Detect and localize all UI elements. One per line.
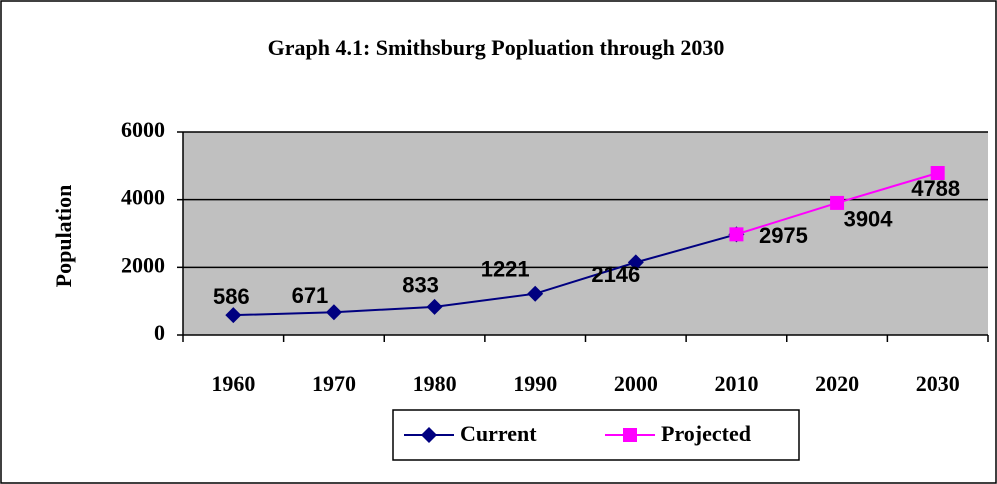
legend-label: Projected [661, 421, 751, 446]
marker [729, 227, 744, 242]
y-axis-label: Population [51, 185, 76, 288]
x-tick-label: 1990 [513, 371, 557, 396]
marker [325, 304, 342, 321]
series-line [233, 233, 737, 317]
data-label: 833 [402, 273, 439, 298]
x-tick-label: 2000 [614, 371, 658, 396]
plot-area [183, 132, 988, 335]
y-tick-label: 0 [154, 320, 165, 345]
marker [527, 285, 544, 302]
marker [627, 254, 644, 271]
marker [623, 428, 637, 442]
legend-label: Current [460, 421, 537, 446]
chart-title: Graph 4.1: Smithsburg Popluation through… [268, 35, 725, 60]
x-tick-label: 2030 [916, 371, 960, 396]
data-label: 4788 [911, 176, 960, 201]
x-tick-label: 2020 [815, 371, 859, 396]
marker [225, 307, 242, 324]
x-tick-label: 2010 [714, 371, 758, 396]
y-tick-label: 6000 [121, 117, 165, 142]
data-label: 2146 [591, 262, 640, 287]
data-label: 1221 [481, 257, 530, 282]
x-tick-label: 1960 [211, 371, 255, 396]
data-label: 2975 [759, 223, 808, 248]
y-tick-label: 4000 [121, 185, 165, 210]
marker [830, 195, 845, 210]
marker [421, 427, 437, 443]
marker [426, 298, 443, 315]
legend-box [392, 409, 800, 461]
marker [930, 166, 945, 181]
data-label: 586 [213, 284, 250, 309]
data-label: 671 [292, 283, 329, 308]
data-label: 3904 [844, 207, 894, 232]
x-tick-label: 1970 [312, 371, 356, 396]
x-tick-label: 1980 [413, 371, 457, 396]
y-tick-label: 2000 [121, 252, 165, 277]
